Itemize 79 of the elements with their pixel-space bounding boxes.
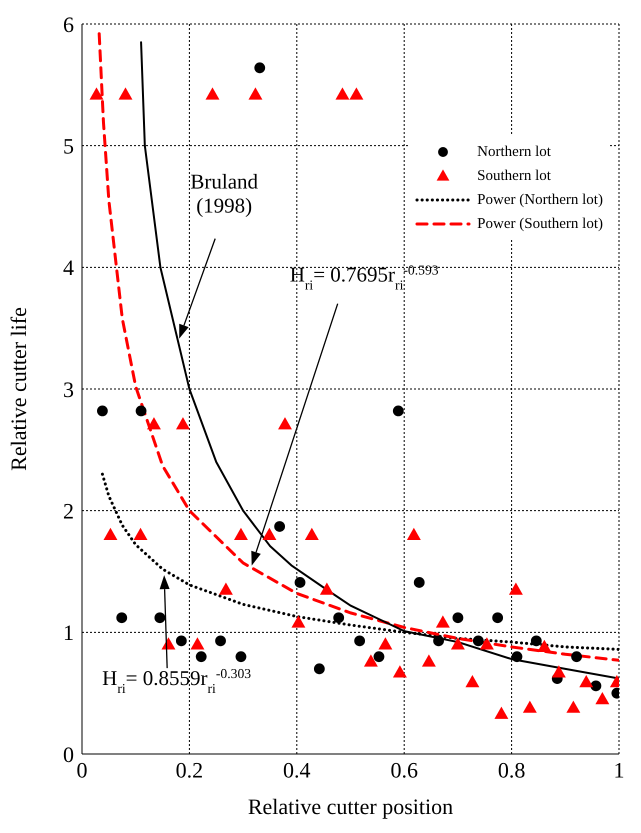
point (320, 582, 334, 595)
point (472, 635, 484, 646)
point (215, 635, 226, 646)
y-axis-title: Relative cutter life (6, 307, 31, 471)
point (436, 615, 450, 628)
point (354, 635, 366, 646)
point (274, 521, 286, 532)
point (494, 706, 508, 719)
point (176, 417, 190, 430)
point (134, 528, 148, 540)
point (364, 654, 378, 667)
legend-label: Power (Northern lot) (477, 192, 603, 208)
point (104, 528, 118, 540)
point (118, 87, 132, 100)
point (537, 640, 552, 652)
point (196, 651, 207, 662)
point (450, 637, 465, 650)
point (176, 635, 187, 646)
annotation: Bruland (1998) (190, 170, 259, 218)
point (571, 651, 582, 662)
point (248, 87, 262, 100)
y-tick-label: 0 (63, 742, 74, 767)
point (147, 417, 161, 430)
point (530, 635, 542, 646)
point (579, 675, 594, 688)
point (97, 406, 108, 416)
point (304, 528, 319, 540)
legend-label: Power (Southern lot) (477, 216, 603, 232)
point (314, 663, 325, 674)
point (154, 612, 166, 624)
legend-label: Northern lot (477, 144, 551, 160)
point (291, 615, 306, 628)
x-tick-label: 0.8 (498, 758, 526, 783)
point (254, 62, 266, 74)
point (349, 87, 364, 100)
y-tick-label: 2 (63, 498, 74, 524)
point (392, 665, 407, 678)
point (508, 582, 523, 595)
point (422, 654, 436, 667)
point (90, 87, 104, 100)
legend-label: Southern lot (477, 168, 551, 184)
x-tick-label: 0.4 (283, 758, 311, 783)
point (492, 612, 504, 624)
point (480, 637, 494, 650)
x-tick-label: 0.2 (176, 758, 204, 783)
point (190, 637, 204, 650)
point (234, 528, 248, 540)
point (206, 87, 220, 100)
point (433, 635, 444, 646)
y-tick-label: 5 (63, 133, 74, 158)
point (595, 692, 610, 704)
y-tick-label: 3 (63, 376, 74, 402)
point (590, 680, 602, 692)
point (392, 406, 404, 416)
point (278, 417, 292, 430)
point (512, 651, 522, 662)
point (335, 87, 350, 100)
y-tick-label: 6 (63, 12, 74, 37)
point (236, 651, 246, 662)
point (218, 582, 233, 595)
y-tick-label: 4 (63, 255, 74, 280)
x-tick-label: 0.6 (390, 758, 418, 783)
point (452, 612, 464, 624)
x-tick-label: 1 (614, 758, 624, 783)
y-tick-label: 1 (63, 620, 74, 646)
point (294, 577, 306, 588)
point (262, 528, 276, 540)
point (333, 612, 344, 624)
point (136, 406, 146, 416)
point (374, 651, 384, 662)
point (406, 528, 421, 540)
point (116, 612, 128, 624)
point (552, 665, 566, 678)
point (465, 675, 480, 688)
point (414, 577, 425, 588)
x-axis-title: Relative cutter position (248, 794, 454, 819)
point (566, 700, 580, 713)
point (378, 637, 392, 650)
point (522, 700, 537, 713)
